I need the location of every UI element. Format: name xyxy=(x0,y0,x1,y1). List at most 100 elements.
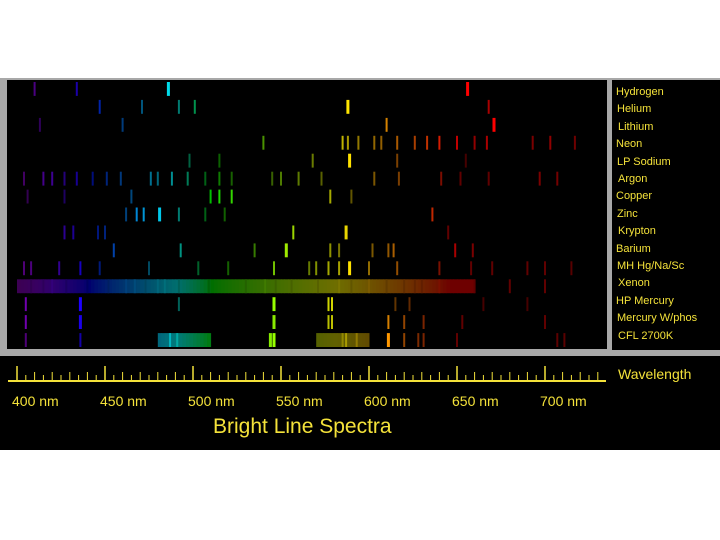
emission-line xyxy=(65,279,68,294)
continuum-band-segment xyxy=(83,279,88,294)
emission-line xyxy=(341,135,344,150)
emission-line xyxy=(344,225,348,240)
continuum-band-segment xyxy=(69,279,74,294)
continuum-band-segment xyxy=(471,279,476,294)
emission-line xyxy=(218,189,221,204)
emission-line xyxy=(268,333,272,347)
element-label: MH Hg/Na/Sc xyxy=(617,260,685,272)
emission-line xyxy=(470,261,473,276)
emission-line xyxy=(58,261,61,276)
emission-line xyxy=(141,99,143,114)
emission-line xyxy=(563,333,566,347)
emission-line xyxy=(420,279,423,294)
continuum-band-segment xyxy=(228,279,233,294)
continuum-band-segment xyxy=(48,279,53,294)
tick-label: 600 nm xyxy=(364,393,411,409)
continuum-band-segment xyxy=(161,333,166,347)
continuum-band-segment xyxy=(418,279,423,294)
emission-line xyxy=(329,243,332,258)
emission-line xyxy=(549,135,552,150)
emission-line xyxy=(144,279,147,294)
emission-line xyxy=(121,117,124,132)
continuum-band-segment xyxy=(344,279,349,294)
emission-line xyxy=(526,261,529,276)
continuum-band-segment xyxy=(351,333,356,347)
emission-line xyxy=(440,171,443,186)
continuum-band-segment xyxy=(256,279,261,294)
continuum-band-segment xyxy=(354,279,359,294)
emission-line xyxy=(26,189,29,204)
continuum-band-segment xyxy=(362,279,366,294)
continuum-band-segment xyxy=(115,279,120,294)
emission-line xyxy=(51,171,54,186)
emission-line xyxy=(397,171,400,186)
emission-line xyxy=(544,261,546,276)
continuum-band-segment xyxy=(76,279,81,294)
emission-line xyxy=(508,279,511,294)
emission-line xyxy=(72,225,75,240)
emission-line xyxy=(408,297,411,312)
emission-line xyxy=(23,171,25,186)
continuum-band-segment xyxy=(59,279,64,294)
continuum-band-segment xyxy=(196,333,201,347)
continuum-band-segment xyxy=(196,279,201,294)
emission-line xyxy=(396,135,399,150)
emission-line xyxy=(387,243,390,258)
emission-line xyxy=(331,315,333,329)
emission-line xyxy=(311,153,314,168)
emission-line xyxy=(385,117,388,132)
emission-line xyxy=(338,279,341,294)
emission-line xyxy=(329,189,332,204)
continuum-band-segment xyxy=(295,279,300,294)
emission-line xyxy=(244,279,247,294)
continuum-band-segment xyxy=(400,279,405,294)
emission-line xyxy=(166,82,170,96)
emission-line xyxy=(422,315,425,329)
continuum-band-segment xyxy=(34,279,39,294)
emission-line xyxy=(350,189,353,204)
continuum-band-segment xyxy=(129,279,134,294)
continuum-band-segment xyxy=(460,279,465,294)
wavelength-scale-strip xyxy=(0,356,720,450)
continuum-band-segment xyxy=(457,279,461,294)
emission-line xyxy=(438,135,441,150)
continuum-band-segment xyxy=(178,333,183,347)
emission-line xyxy=(327,315,330,329)
emission-line xyxy=(338,261,341,276)
continuum-band-segment xyxy=(323,333,328,347)
emission-line xyxy=(24,333,27,347)
continuum-band-segment xyxy=(453,279,458,294)
continuum-band-segment xyxy=(428,279,433,294)
emission-line xyxy=(403,315,406,329)
emission-line xyxy=(63,225,66,240)
continuum-band-segment xyxy=(281,279,285,294)
continuum-band-segment xyxy=(284,279,289,294)
continuum-band-segment xyxy=(175,279,180,294)
emission-line xyxy=(227,261,230,276)
continuum-band-segment xyxy=(193,333,197,347)
emission-line xyxy=(556,333,559,347)
continuum-band-segment xyxy=(326,333,331,347)
emission-line xyxy=(466,82,470,96)
continuum-band-segment xyxy=(439,279,444,294)
continuum-band-segment xyxy=(164,333,169,347)
continuum-band-segment xyxy=(94,279,99,294)
element-label: Krypton xyxy=(618,225,656,238)
emission-line xyxy=(177,279,180,294)
emission-line xyxy=(51,279,54,294)
emission-line xyxy=(331,297,333,312)
continuum-band-segment xyxy=(200,279,204,294)
emission-line xyxy=(346,99,350,114)
continuum-band-segment xyxy=(242,279,247,294)
continuum-band-segment xyxy=(435,279,440,294)
continuum-band-segment xyxy=(425,279,430,294)
continuum-band-segment xyxy=(231,279,236,294)
continuum-band-segment xyxy=(369,279,373,294)
emission-line xyxy=(149,171,152,186)
tick-label: 550 nm xyxy=(276,393,323,409)
continuum-band-segment xyxy=(164,279,169,294)
continuum-band-segment xyxy=(122,279,127,294)
emission-line xyxy=(79,333,82,347)
emission-line xyxy=(33,82,36,96)
continuum-band-segment xyxy=(358,333,363,347)
